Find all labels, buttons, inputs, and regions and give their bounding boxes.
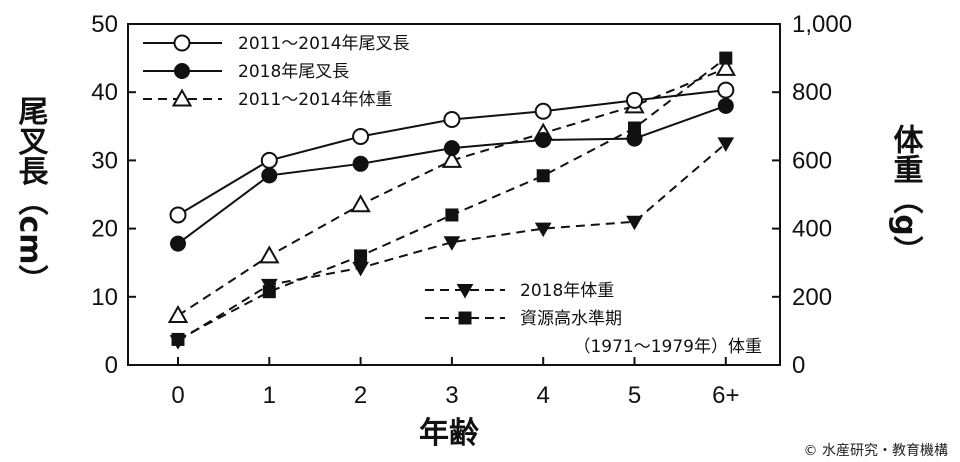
data-point <box>260 151 278 169</box>
x-tick-label: 2 <box>354 382 367 409</box>
data-point <box>719 51 733 65</box>
legend-item: 資源高水準期 <box>425 309 622 329</box>
series-4 <box>169 137 735 350</box>
x-axis-ticks: 0 1 2 3 4 5 6+ <box>171 357 739 409</box>
left-tick-label: 50 <box>91 11 118 38</box>
data-point <box>626 130 643 147</box>
data-point <box>354 249 368 263</box>
data-point <box>169 335 187 350</box>
legend-label: 2011～2014年体重 <box>238 90 393 110</box>
legend-label: 2011～2014年尾叉長 <box>238 34 410 54</box>
legend-item: 2018年体重 <box>425 281 614 301</box>
data-point <box>458 311 472 325</box>
legend-label: 2018年体重 <box>520 281 614 301</box>
left-axis-ticks: 0 10 20 30 40 50 <box>91 11 136 379</box>
legend-item: 2018年尾叉長 <box>143 62 349 82</box>
series-1 <box>169 81 735 224</box>
data-point <box>261 167 278 184</box>
right-tick-label: 200 <box>792 284 832 311</box>
right-tick-label: 400 <box>792 216 832 243</box>
data-point <box>443 110 461 128</box>
plot-border <box>127 23 781 366</box>
data-point <box>352 128 370 146</box>
x-tick-label: 6+ <box>712 382 739 409</box>
x-tick-label: 0 <box>171 382 184 409</box>
left-axis-title: 尾叉長（cm） <box>13 95 50 294</box>
data-point <box>441 149 463 168</box>
data-point <box>628 121 641 135</box>
right-axis-ticks: 0 200 400 600 800 1,000 <box>772 11 852 379</box>
x-tick-label: 5 <box>628 382 641 409</box>
left-tick-label: 20 <box>91 216 118 243</box>
legend-label: 2018年尾叉長 <box>238 62 349 82</box>
x-tick-label: 1 <box>263 382 276 409</box>
data-point <box>534 222 552 238</box>
data-point <box>717 81 735 99</box>
data-point <box>456 284 474 299</box>
legend-item: 2011～2014年尾叉長 <box>143 34 410 54</box>
right-tick-label: 600 <box>792 147 832 174</box>
right-tick-label: 1,000 <box>792 11 852 38</box>
legend-label: 資源高水準期 <box>520 309 622 329</box>
legend-top: 2011～2014年尾叉長 2018年尾叉長 2011～2014年体重 <box>143 34 410 110</box>
data-point <box>260 278 278 294</box>
left-tick-label: 0 <box>105 352 118 379</box>
data-point <box>259 245 280 264</box>
data-point <box>626 91 643 109</box>
left-tick-label: 10 <box>91 284 118 311</box>
data-point <box>173 34 191 52</box>
legend-item: 2011～2014年体重 <box>143 88 393 110</box>
right-tick-label: 800 <box>792 79 832 106</box>
data-point <box>352 155 369 172</box>
data-point <box>534 102 552 120</box>
left-tick-label: 40 <box>91 79 118 106</box>
data-point <box>443 140 460 157</box>
data-point <box>171 88 193 107</box>
x-tick-label: 4 <box>537 382 550 409</box>
data-point <box>715 57 737 76</box>
data-point <box>174 63 190 79</box>
x-axis-title: 年齢 <box>419 416 479 451</box>
data-point <box>443 236 461 251</box>
left-tick-label: 30 <box>91 147 118 174</box>
data-point <box>536 169 550 183</box>
data-point <box>717 137 735 152</box>
right-axis-title: 体重（g） <box>888 124 924 265</box>
plot-frame <box>127 23 781 366</box>
data-point <box>167 305 189 324</box>
data-point <box>717 97 734 114</box>
legend-label: （1971～1979年）体重 <box>573 337 762 357</box>
x-tick-label: 3 <box>445 382 458 409</box>
series-layer <box>167 51 737 350</box>
data-point <box>170 235 186 252</box>
data-point <box>350 194 371 213</box>
data-point <box>535 131 552 148</box>
data-point <box>352 261 369 277</box>
data-point <box>445 208 459 222</box>
right-tick-label: 0 <box>792 352 805 379</box>
data-point <box>626 215 643 231</box>
data-point <box>169 206 187 224</box>
copyright-credit: © 水産研究・教育機構 <box>804 443 948 459</box>
